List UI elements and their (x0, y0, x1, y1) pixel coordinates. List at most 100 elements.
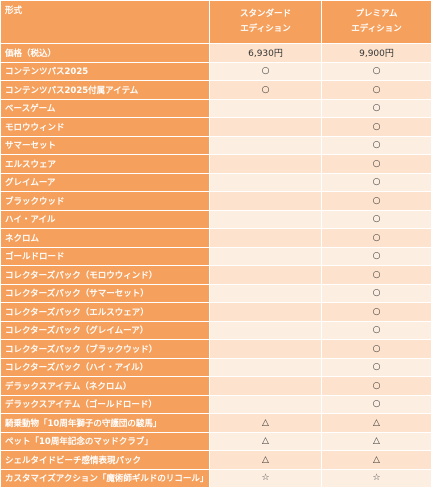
standard-edition-cell: △ (209, 431, 322, 451)
table-row: ネクロム ○ (0, 228, 432, 248)
table-row: ブラックウッド ○ (0, 191, 432, 211)
table-row: ハイ・アイル ○ (0, 209, 432, 229)
standard-edition-header-line2: エディション (240, 24, 291, 34)
table-row: コレクターズパック（エルスウェア） ○ (0, 302, 432, 322)
premium-edition-cell: △ (321, 431, 432, 451)
standard-edition-cell (209, 117, 322, 137)
standard-edition-cell (209, 302, 322, 322)
row-label: コレクターズパック（グレイムーア） (0, 320, 210, 340)
row-label: ネクロム (0, 228, 210, 248)
standard-edition-cell (209, 283, 322, 303)
premium-edition-cell: ○ (321, 117, 432, 137)
row-label: 価格（税込） (0, 43, 210, 63)
row-label: 騎乗動物「10周年獅子の守護団の駿馬」 (0, 413, 210, 433)
standard-edition-cell (209, 135, 322, 155)
table-row: コンテンツパス2025付属アイテム ○ ○ (0, 80, 432, 100)
table-header: 形式 スタンダード エディション プレミアム エディション (0, 0, 432, 44)
premium-edition-cell: △ (321, 413, 432, 433)
row-label: コレクターズパック（ハイ・アイル） (0, 357, 210, 377)
premium-edition-cell: △ (321, 450, 432, 470)
table-row: グレイムーア ○ (0, 172, 432, 192)
table-row: デラックスアイテム（ゴールドロード） ○ (0, 394, 432, 414)
standard-edition-cell: ○ (209, 61, 322, 81)
table-row: ゴールドロード ○ (0, 246, 432, 266)
table-row: サマーセット ○ (0, 135, 432, 155)
premium-edition-cell: ○ (321, 154, 432, 174)
table-row: コレクターズパック（モロウウィンド） ○ (0, 265, 432, 285)
table-body: 価格（税込） 6,930円 9,900円 コンテンツパス2025 ○ ○ コンテンツパス20… (0, 43, 432, 488)
premium-edition-header-line1: プレミアム (355, 9, 398, 19)
row-label: ゴールドロード (0, 246, 210, 266)
row-label: ペット「10周年記念のマッドクラブ」 (0, 431, 210, 451)
table-row: デラックスアイテム（ネクロム） ○ (0, 376, 432, 396)
premium-edition-cell: ○ (321, 135, 432, 155)
standard-edition-cell (209, 339, 322, 359)
table-row: シェルタイドビーチ感情表現パック △ △ (0, 450, 432, 470)
premium-edition-cell: ○ (321, 376, 432, 396)
table-row: ペット「10周年記念のマッドクラブ」 △ △ (0, 431, 432, 451)
row-label: サマーセット (0, 135, 210, 155)
premium-edition-cell: ○ (321, 172, 432, 192)
table-row: コレクターズパック（ハイ・アイル） ○ (0, 357, 432, 377)
row-label: コレクターズパック（エルスウェア） (0, 302, 210, 322)
row-label: ハイ・アイル (0, 209, 210, 229)
premium-edition-cell: ○ (321, 246, 432, 266)
table-row: コレクターズパック（グレイムーア） ○ (0, 320, 432, 340)
standard-edition-cell (209, 98, 322, 118)
standard-edition-cell (209, 172, 322, 192)
row-label: グレイムーア (0, 172, 210, 192)
standard-edition-cell (209, 357, 322, 377)
table-row: ベースゲーム ○ (0, 98, 432, 118)
table-row: 騎乗動物「10周年獅子の守護団の駿馬」 △ △ (0, 413, 432, 433)
premium-edition-header-line2: エディション (351, 24, 402, 34)
row-label: シェルタイドビーチ感情表現パック (0, 450, 210, 470)
format-column-header: 形式 (0, 0, 210, 44)
premium-edition-cell: ○ (321, 191, 432, 211)
standard-edition-header-line1: スタンダード (239, 9, 291, 19)
standard-edition-cell (209, 209, 322, 229)
row-label: コレクターズパック（ブラックウッド） (0, 339, 210, 359)
premium-edition-header: プレミアム エディション (321, 0, 432, 44)
standard-edition-cell: ☆ (209, 468, 322, 488)
row-label: ベースゲーム (0, 98, 210, 118)
row-label: コンテンツパス2025付属アイテム (0, 80, 210, 100)
standard-edition-cell: △ (209, 450, 322, 470)
premium-edition-cell: ☆ (321, 468, 432, 488)
standard-edition-cell (209, 228, 322, 248)
premium-edition-cell: ○ (321, 228, 432, 248)
standard-edition-cell (209, 246, 322, 266)
table-row: コレクターズパック（サマーセット） ○ (0, 283, 432, 303)
table-row: モロウウィンド ○ (0, 117, 432, 137)
table-row: カスタマイズアクション「魔術師ギルドのリコール」 ☆ ☆ (0, 468, 432, 488)
standard-edition-cell (209, 265, 322, 285)
standard-edition-cell (209, 191, 322, 211)
standard-edition-cell: 6,930円 (209, 43, 322, 63)
standard-edition-cell (209, 394, 322, 414)
premium-edition-cell: ○ (321, 302, 432, 322)
header-row: 形式 スタンダード エディション プレミアム エディション (0, 0, 432, 44)
standard-edition-cell: △ (209, 413, 322, 433)
premium-edition-cell: ○ (321, 394, 432, 414)
premium-edition-cell: ○ (321, 61, 432, 81)
premium-edition-cell: ○ (321, 283, 432, 303)
premium-edition-cell: ○ (321, 265, 432, 285)
standard-edition-cell (209, 154, 322, 174)
premium-edition-cell: ○ (321, 339, 432, 359)
premium-edition-cell: ○ (321, 80, 432, 100)
row-label: デラックスアイテム（ゴールドロード） (0, 394, 210, 414)
table-row: コレクターズパック（ブラックウッド） ○ (0, 339, 432, 359)
table-row: コンテンツパス2025 ○ ○ (0, 61, 432, 81)
table-row: 価格（税込） 6,930円 9,900円 (0, 43, 432, 63)
row-label: カスタマイズアクション「魔術師ギルドのリコール」 (0, 468, 210, 488)
premium-edition-cell: ○ (321, 209, 432, 229)
row-label: ブラックウッド (0, 191, 210, 211)
premium-edition-cell: ○ (321, 98, 432, 118)
table-row: エルスウェア ○ (0, 154, 432, 174)
standard-edition-cell: ○ (209, 80, 322, 100)
row-label: モロウウィンド (0, 117, 210, 137)
premium-edition-cell: 9,900円 (321, 43, 432, 63)
standard-edition-header: スタンダード エディション (209, 0, 322, 44)
row-label: エルスウェア (0, 154, 210, 174)
row-label: コレクターズパック（モロウウィンド） (0, 265, 210, 285)
